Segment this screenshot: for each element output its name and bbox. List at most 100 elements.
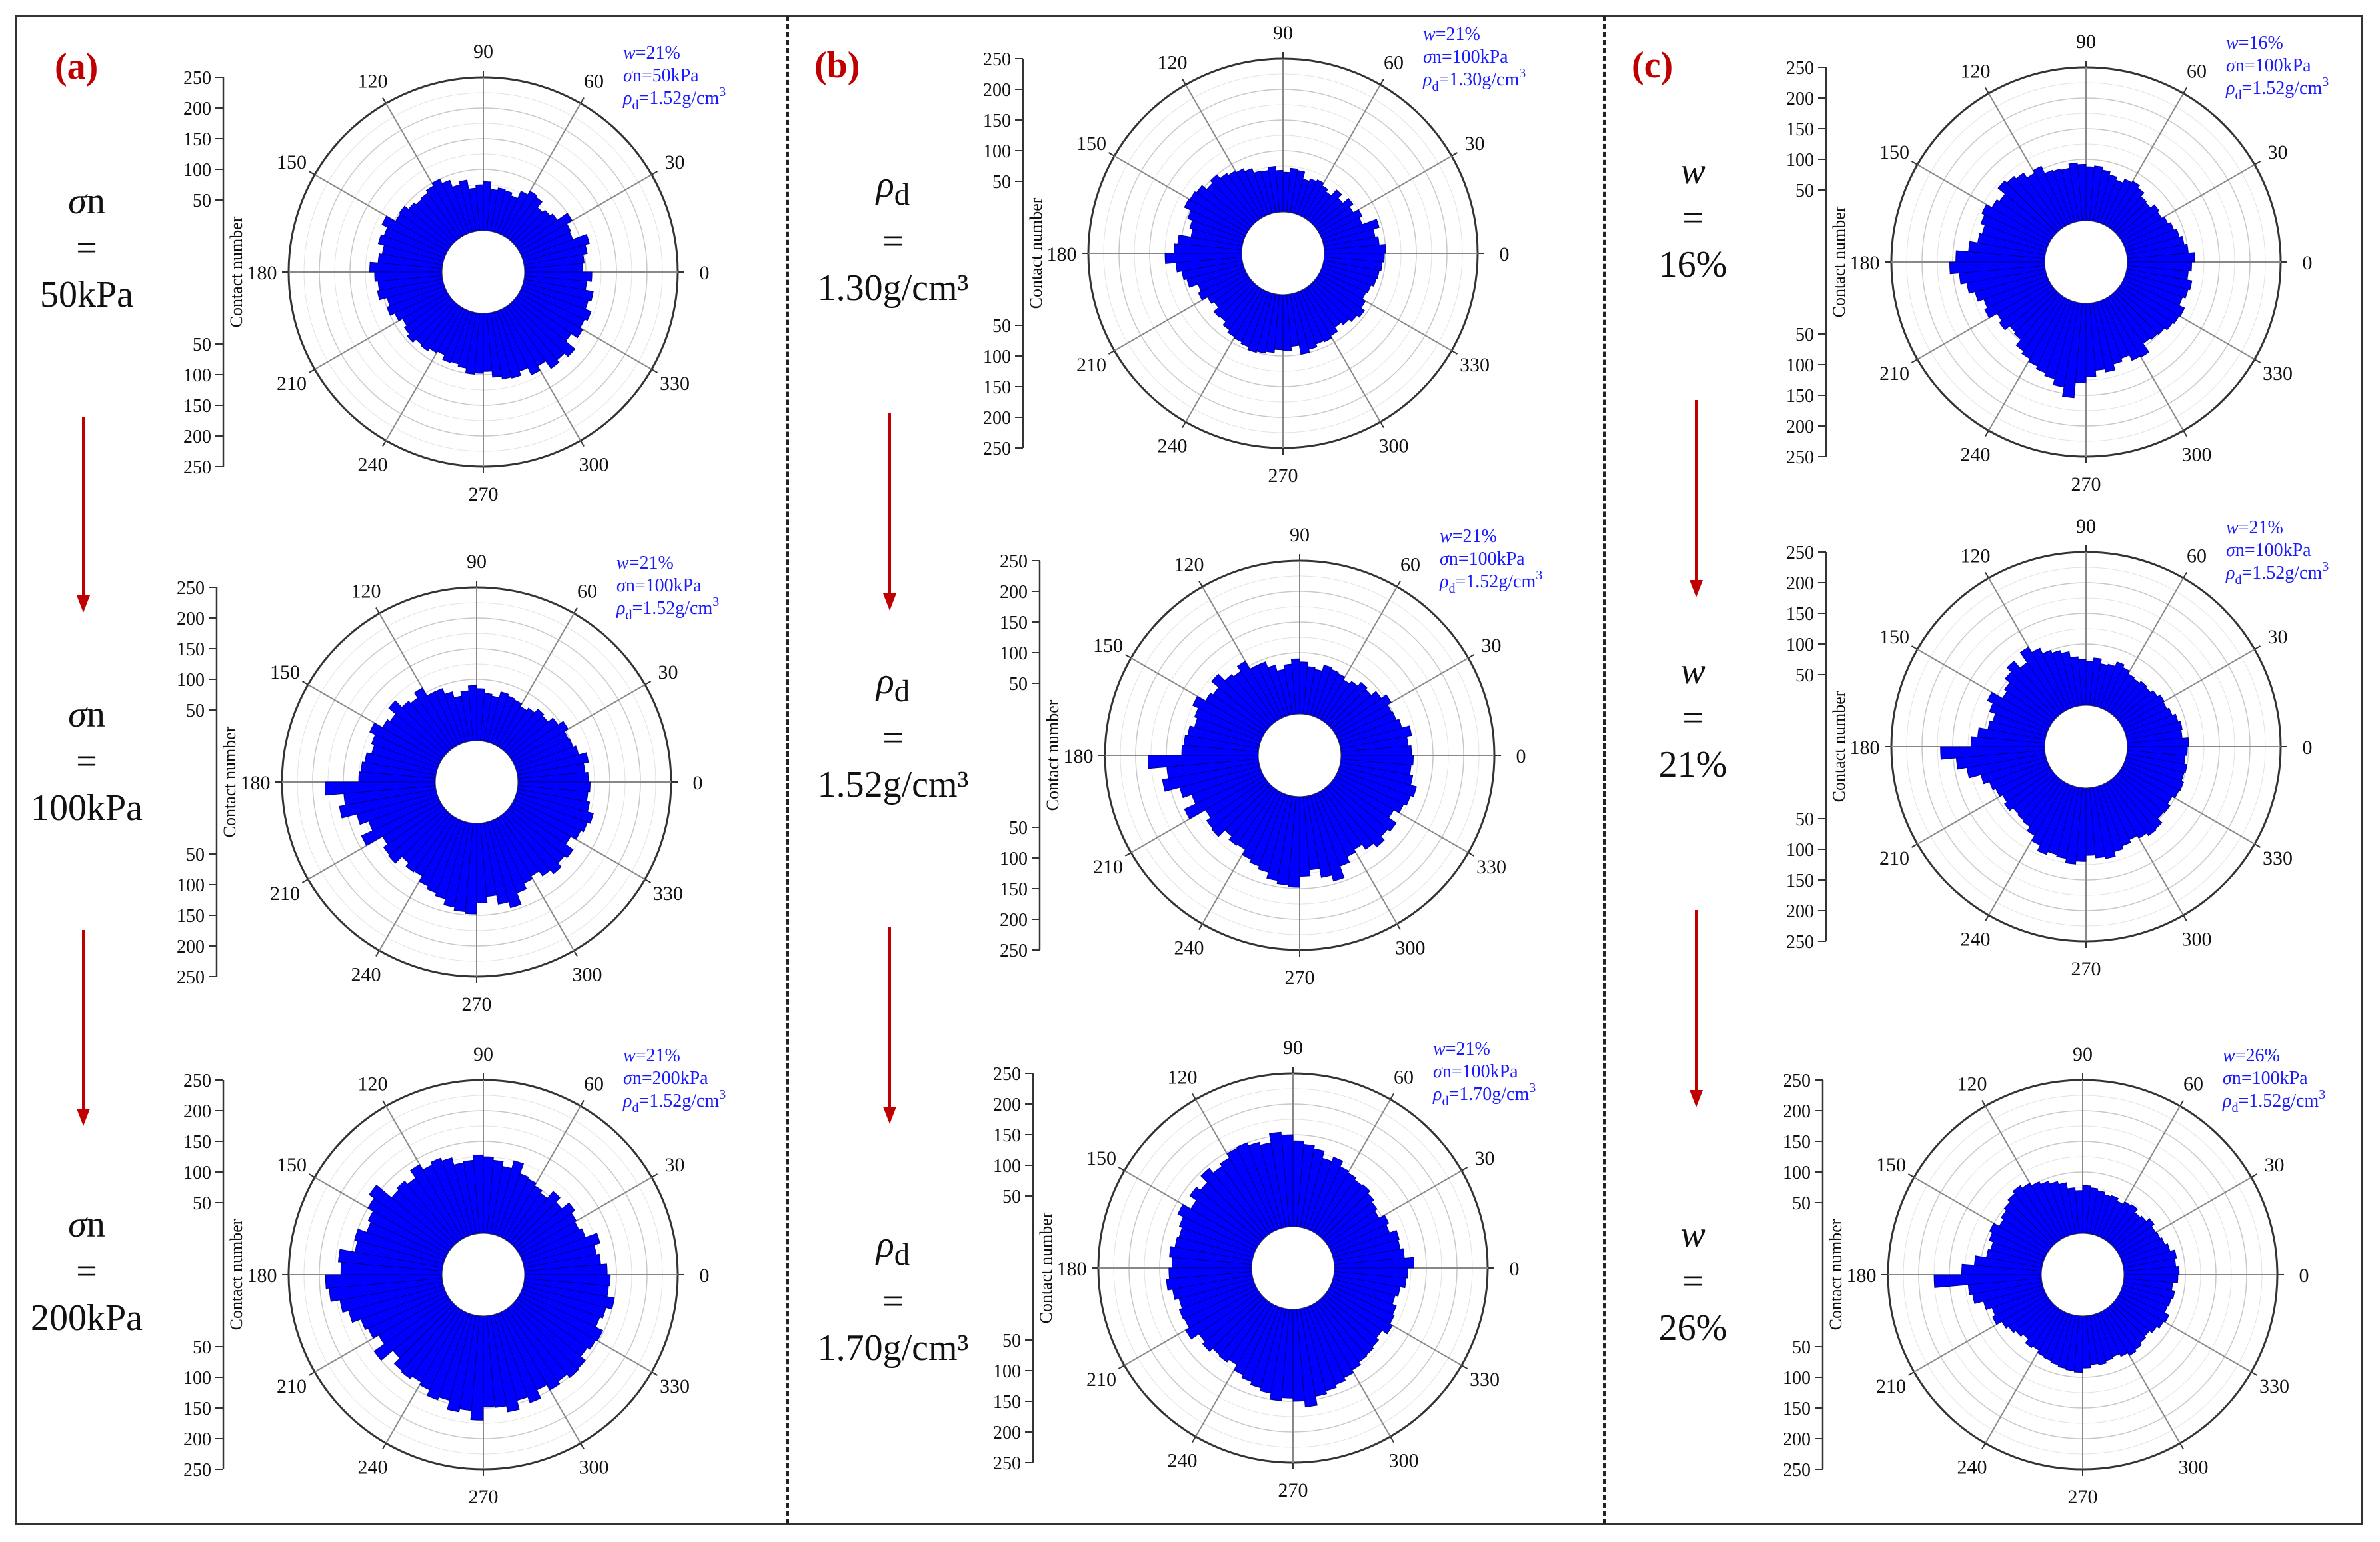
theta-label-0: 0 xyxy=(2299,1265,2309,1287)
theta-tick-330 xyxy=(1461,1365,1468,1369)
theta-tick-30 xyxy=(2254,161,2261,165)
y-axis-title: Contact number xyxy=(227,1219,246,1330)
theta-tick-150 xyxy=(308,1173,315,1178)
radial-tick-label: 150 xyxy=(1786,871,1814,891)
radial-tick-label: 250 xyxy=(1786,58,1814,79)
theta-label-30: 30 xyxy=(658,661,678,683)
theta-label-150: 150 xyxy=(1076,133,1106,155)
radial-tick-label: 200 xyxy=(1786,89,1814,109)
theta-label-180: 180 xyxy=(247,1265,277,1287)
annotation-water-content: w=26% xyxy=(2223,1045,2280,1066)
radial-tick-label: 50 xyxy=(193,335,211,355)
annotation-dry-density: ρd=1.52g/cm3 xyxy=(616,595,719,623)
annotation-dry-density: ρd=1.52g/cm3 xyxy=(2225,75,2329,103)
radial-tick-label: 100 xyxy=(183,160,211,181)
radial-tick-label: 250 xyxy=(993,1064,1021,1085)
theta-tick-30 xyxy=(1461,1167,1468,1171)
annotation-dry-density: ρd=1.52g/cm3 xyxy=(2222,1087,2325,1115)
radial-tick-label: 50 xyxy=(186,701,205,721)
theta-tick-150 xyxy=(1911,645,1918,650)
center-hole xyxy=(435,740,519,824)
theta-label-150: 150 xyxy=(1876,1154,1906,1176)
theta-label-0: 0 xyxy=(700,1265,710,1287)
radial-tick-label: 150 xyxy=(1000,613,1028,633)
center-hole xyxy=(1241,211,1325,295)
theta-label-0: 0 xyxy=(1516,745,1526,767)
theta-label-30: 30 xyxy=(665,151,685,173)
radial-tick-label: 100 xyxy=(1786,150,1814,171)
radial-tick-label: 100 xyxy=(1786,355,1814,376)
theta-tick-210 xyxy=(301,879,309,883)
theta-tick-210 xyxy=(308,369,315,373)
theta-tick-60 xyxy=(1380,78,1384,85)
center-hole xyxy=(2044,220,2128,304)
arrow-down-a-1 xyxy=(77,417,90,613)
theta-label-0: 0 xyxy=(700,262,710,284)
condition-c-3: w = 26% xyxy=(1658,1214,1728,1349)
theta-tick-150 xyxy=(1108,152,1115,157)
theta-label-330: 330 xyxy=(660,1375,690,1397)
theta-label-210: 210 xyxy=(277,1375,307,1397)
annotation-normal-stress: σn=100kPa xyxy=(616,575,702,596)
theta-label-300: 300 xyxy=(1396,937,1426,959)
theta-label-150: 150 xyxy=(1879,141,1909,163)
theta-label-60: 60 xyxy=(1400,553,1420,575)
radial-tick-label: 150 xyxy=(1783,1399,1811,1419)
radial-tick-label: 200 xyxy=(183,1101,211,1122)
theta-label-90: 90 xyxy=(467,551,487,573)
theta-label-0: 0 xyxy=(2303,737,2313,759)
theta-tick-330 xyxy=(644,879,652,883)
theta-label-210: 210 xyxy=(270,883,300,905)
theta-label-270: 270 xyxy=(469,1486,499,1508)
theta-label-90: 90 xyxy=(2076,31,2096,53)
condition-c-2: w = 21% xyxy=(1658,651,1728,785)
radial-tick-label: 200 xyxy=(1786,901,1814,922)
theta-tick-300 xyxy=(2183,915,2187,922)
panel-label-b: (b) xyxy=(814,45,860,86)
theta-label-90: 90 xyxy=(473,41,493,63)
annotation-dry-density: ρd=1.70g/cm3 xyxy=(1432,1081,1536,1109)
radial-tick-label: 100 xyxy=(983,347,1011,367)
theta-tick-60 xyxy=(573,607,578,614)
radial-tick-label: 100 xyxy=(1783,1368,1811,1389)
theta-tick-240 xyxy=(375,950,380,957)
radial-tick-label: 200 xyxy=(183,99,211,119)
theta-label-300: 300 xyxy=(1379,435,1409,457)
theta-tick-240 xyxy=(1981,1443,1986,1450)
radial-tick-label: 150 xyxy=(183,129,211,150)
radial-tick-label: 200 xyxy=(1783,1101,1811,1122)
theta-label-210: 210 xyxy=(1879,847,1909,869)
theta-tick-60 xyxy=(1390,1093,1394,1100)
theta-label-330: 330 xyxy=(2263,847,2293,869)
radial-tick-label: 150 xyxy=(993,1392,1021,1413)
theta-tick-30 xyxy=(1468,654,1475,659)
theta-label-30: 30 xyxy=(665,1154,685,1176)
theta-label-300: 300 xyxy=(1389,1450,1419,1472)
theta-tick-300 xyxy=(573,950,578,957)
theta-label-330: 330 xyxy=(2263,363,2293,385)
radial-tick-label: 100 xyxy=(1786,840,1814,861)
theta-label-120: 120 xyxy=(1174,553,1204,575)
radial-tick-label: 100 xyxy=(183,365,211,386)
condition-b-2: ρd = 1.52g/cm³ xyxy=(817,661,969,806)
radial-tick-label: 250 xyxy=(1786,932,1814,953)
theta-label-210: 210 xyxy=(1076,354,1106,376)
radial-tick-label: 150 xyxy=(177,906,205,927)
radial-tick-label: 100 xyxy=(983,141,1011,162)
radial-tick-label: 150 xyxy=(1783,1132,1811,1153)
radial-tick-label: 200 xyxy=(1000,910,1028,931)
theta-label-120: 120 xyxy=(1961,60,1991,82)
radial-tick-label: 150 xyxy=(983,111,1011,131)
radial-tick-label: 250 xyxy=(983,49,1011,70)
theta-label-150: 150 xyxy=(270,661,300,683)
theta-label-270: 270 xyxy=(1278,1479,1308,1501)
radial-tick-label: 250 xyxy=(1000,941,1028,961)
y-axis-title: Contact number xyxy=(1826,1219,1845,1330)
center-hole xyxy=(441,1233,525,1317)
theta-tick-30 xyxy=(651,1173,658,1178)
theta-tick-330 xyxy=(2254,843,2261,848)
